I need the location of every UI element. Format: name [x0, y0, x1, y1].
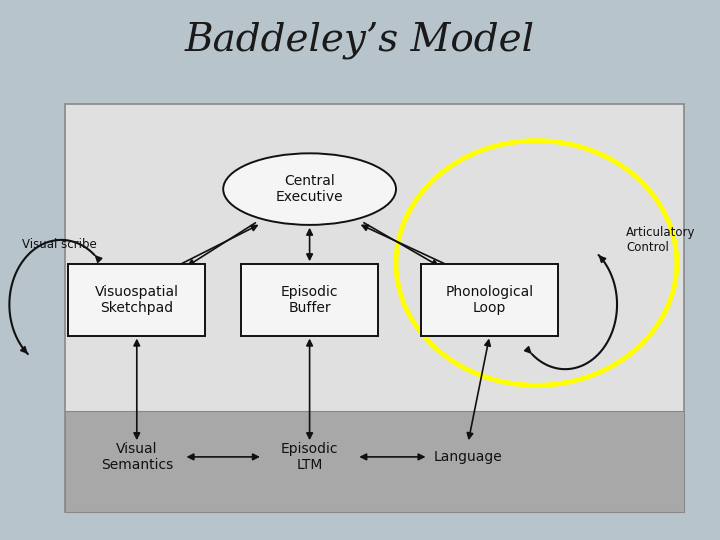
Bar: [65, 104, 684, 512]
Text: Episodic
LTM: Episodic LTM: [281, 442, 338, 472]
Text: Visuospatial
Sketchpad: Visuospatial Sketchpad: [95, 285, 179, 315]
Bar: [421, 264, 558, 336]
Bar: [65, 411, 684, 512]
Text: Visual
Semantics: Visual Semantics: [101, 442, 173, 472]
Bar: [241, 264, 378, 336]
Text: Baddeley’s Model: Baddeley’s Model: [185, 22, 535, 59]
Bar: [68, 264, 205, 336]
Text: Language: Language: [433, 450, 503, 464]
Text: Articulatory
Control: Articulatory Control: [626, 226, 696, 254]
Text: Phonological
Loop: Phonological Loop: [446, 285, 534, 315]
Text: Episodic
Buffer: Episodic Buffer: [281, 285, 338, 315]
Text: Central
Executive: Central Executive: [276, 174, 343, 204]
Ellipse shape: [223, 153, 396, 225]
Text: Visual scribe: Visual scribe: [22, 238, 96, 251]
